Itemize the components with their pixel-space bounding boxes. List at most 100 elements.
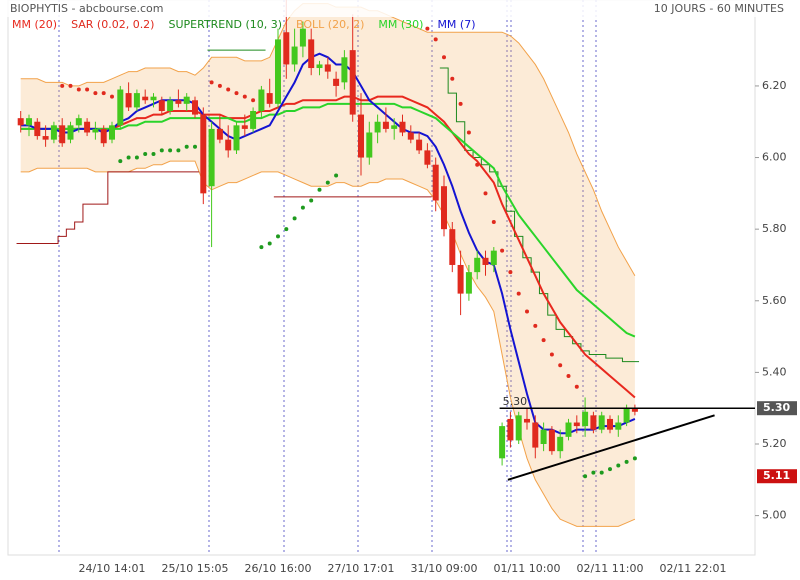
candle-body (299, 28, 306, 47)
x-tick-label: 27/10 17:01 (328, 562, 395, 575)
y-tick-label: 6.20 (762, 79, 787, 92)
bollinger-fill (20, 3, 635, 527)
candle-body (175, 100, 182, 104)
candle-body (499, 426, 506, 459)
y-tick-label: 5.60 (762, 294, 787, 307)
y-tick-label: 5.20 (762, 437, 787, 450)
candle-body (42, 136, 49, 140)
sar-dot (500, 248, 505, 253)
sar-dot (159, 148, 164, 153)
sar-dot (242, 94, 247, 99)
candle-body (142, 96, 149, 101)
sar-dot (491, 220, 496, 224)
y-tick-label: 5.80 (762, 222, 787, 235)
candle-body (291, 46, 298, 65)
candle-body (615, 422, 622, 430)
candle-body (50, 125, 57, 140)
candle-body (75, 118, 82, 126)
candle-body (125, 93, 132, 108)
header-bg (0, 0, 800, 17)
sar-dot (425, 26, 430, 31)
candle-body (382, 121, 389, 129)
sar-dot (608, 467, 612, 472)
sar-dot (433, 37, 438, 42)
price-tag-label: 5.11 (763, 469, 790, 482)
candle-body (34, 121, 41, 137)
y-tick-label: 5.40 (762, 365, 787, 378)
legend: MM (20) SAR (0.02, 0.2) SUPERTREND (10, 3)… (12, 18, 476, 31)
candle-body (183, 96, 190, 104)
candle-body (59, 125, 66, 144)
sar-dot (624, 459, 629, 464)
sar-dot (126, 155, 131, 160)
candle-body (457, 264, 464, 294)
candle-body (17, 118, 24, 126)
sar-dot (60, 83, 65, 88)
candle-body (598, 415, 605, 430)
legend-entry: MM (7) (437, 18, 475, 31)
sar-dot (143, 151, 148, 156)
candle-body (192, 100, 198, 115)
x-tick-label: 31/10 09:00 (411, 562, 478, 575)
candle-body (208, 128, 215, 187)
candle-body (92, 128, 99, 133)
sar-dot (334, 173, 339, 178)
candle-body (366, 132, 373, 158)
candle-body (490, 250, 497, 265)
price-tag-label: 5.30 (763, 401, 790, 414)
sar-dot (226, 87, 231, 92)
candle-body (548, 429, 555, 452)
candle-body (482, 257, 489, 265)
sar-dot (442, 55, 446, 60)
sar-dot (292, 216, 297, 221)
candle-body (607, 418, 613, 430)
sar-dot (516, 291, 521, 296)
candle-body (391, 125, 398, 129)
sar-dot (217, 83, 222, 88)
candle-body (250, 111, 257, 129)
trendline (507, 414, 715, 481)
sar-dot (317, 187, 322, 192)
x-tick-label: 26/10 16:00 (245, 562, 312, 575)
x-tick-label: 25/10 15:05 (162, 562, 229, 575)
candle-body (407, 132, 414, 140)
sar-dot (151, 151, 156, 156)
sar-dot (549, 352, 554, 357)
candle-body (416, 139, 423, 151)
sar-dot (284, 227, 289, 232)
candle-body (67, 125, 74, 140)
sar-dot (508, 270, 513, 275)
sar-dot (558, 363, 563, 368)
legend-entry: MM (30) (378, 18, 423, 31)
legend-entry: MM (20) (12, 18, 57, 31)
candle-body (424, 150, 431, 165)
sar-dot (475, 162, 480, 167)
level-label: 5.30 (503, 395, 528, 408)
candle-body (100, 128, 107, 144)
candle-body (465, 272, 472, 294)
price-tag (757, 401, 797, 416)
sar-dot (251, 98, 256, 103)
sar-dot (533, 323, 538, 328)
candle-body (150, 96, 157, 101)
y-tick-label: 6.00 (762, 151, 787, 164)
candle-body (349, 50, 356, 115)
sar-dot (118, 159, 123, 164)
candle-body (266, 93, 273, 104)
candle-body (573, 422, 580, 427)
legend-entry: SAR (0.02, 0.2) (71, 18, 154, 31)
candle-body (216, 128, 223, 140)
candle-body (507, 418, 514, 441)
sar-dot (566, 373, 571, 378)
candle-body (474, 257, 481, 273)
candle-body (532, 422, 539, 448)
sar-dot (93, 91, 98, 96)
candle-body (158, 100, 165, 111)
sar-dot (599, 470, 604, 475)
candle-body (623, 408, 630, 423)
candle-body (399, 121, 406, 133)
sar-dot (591, 470, 596, 475)
candle-body (26, 118, 32, 126)
candle-body (341, 57, 348, 83)
